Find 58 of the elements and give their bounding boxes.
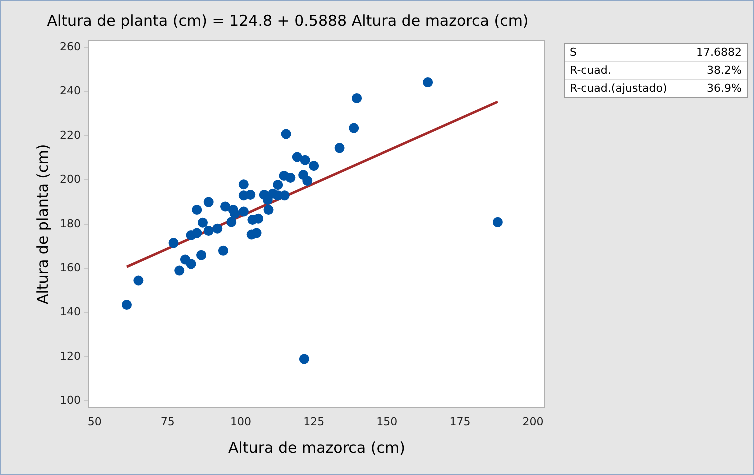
y-tick-label: 180: [60, 217, 81, 230]
point: [334, 143, 345, 154]
point: [204, 226, 214, 236]
x-tick-label: 75: [160, 415, 175, 428]
point: [300, 155, 310, 166]
point: [134, 276, 144, 286]
x-tick-label: 175: [450, 415, 471, 428]
y-tick-label: 120: [60, 350, 81, 363]
text: R-cuad. 38.2%: [570, 64, 742, 77]
y-tick-label: 220: [60, 128, 81, 142]
point: [252, 228, 262, 238]
x-tick-label: 125: [304, 415, 325, 428]
point: [230, 209, 240, 220]
point: [286, 173, 296, 183]
point: [204, 197, 214, 208]
point: [192, 205, 202, 216]
point: [168, 238, 179, 248]
point: [196, 250, 207, 260]
point: [309, 161, 320, 172]
point: [264, 205, 274, 216]
point: [302, 176, 313, 186]
x-tick-label: 100: [230, 415, 252, 428]
point: [238, 206, 249, 217]
y-tick-label: 160: [60, 261, 81, 274]
point: [423, 78, 434, 88]
point: [492, 217, 503, 228]
point: [349, 123, 360, 134]
point: [273, 180, 284, 190]
point: [122, 300, 132, 310]
y-tick-label: 200: [60, 173, 81, 186]
point: [352, 93, 362, 104]
text: R-cuad.(ajustado) 36.9%: [570, 82, 742, 95]
y-tick-label: 260: [60, 40, 81, 54]
x-axis-title: Altura de mazorca (cm): [228, 438, 406, 457]
point: [292, 152, 302, 162]
point: [299, 354, 310, 364]
point: [226, 217, 237, 228]
chart-title: Altura de planta (cm) = 124.8 + 0.5888 Altura de mazorca (cm): [47, 12, 529, 30]
point: [281, 129, 292, 140]
point: [192, 228, 202, 238]
point: [186, 259, 196, 270]
y-axis-title: Altura de planta (cm): [34, 144, 52, 305]
x-tick-label: 200: [522, 415, 544, 428]
point: [220, 202, 231, 212]
point: [262, 195, 273, 206]
x-tick-label: 150: [376, 415, 398, 428]
point: [246, 190, 256, 200]
point: [174, 266, 185, 276]
y-tick-label: 240: [60, 84, 81, 98]
point: [218, 246, 228, 256]
text: S 17.6882: [570, 46, 742, 59]
y-tick-label: 140: [60, 306, 81, 319]
point: [198, 218, 208, 228]
x-tick-label: 50: [88, 415, 102, 428]
y-tick-label: 100: [60, 394, 81, 408]
point: [212, 224, 223, 234]
point: [254, 214, 264, 224]
point: [238, 180, 249, 190]
